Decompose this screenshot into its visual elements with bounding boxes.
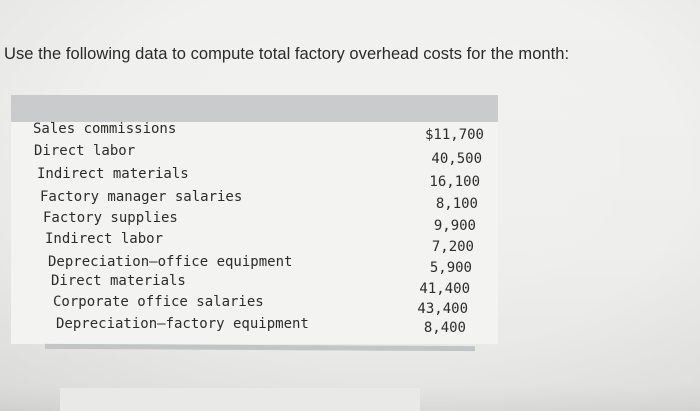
question-text: Use the following data to compute total … bbox=[4, 45, 570, 63]
row-label-direct-materials: Direct materials bbox=[51, 273, 186, 289]
lower-content-box bbox=[60, 388, 420, 411]
row-label-factory-supplies: Factory supplies bbox=[43, 210, 178, 226]
row-value-indirect-labor: 7,200 bbox=[431, 239, 474, 255]
row-value-factory-manager-salaries: 8,100 bbox=[435, 196, 478, 212]
row-value-direct-materials: 41,400 bbox=[419, 281, 470, 297]
row-value-indirect-materials: 16,100 bbox=[429, 174, 480, 190]
row-label-corporate-office-salaries: Corporate office salaries bbox=[53, 294, 264, 310]
cost-table bbox=[11, 122, 498, 344]
row-label-indirect-labor: Indirect labor bbox=[45, 231, 164, 247]
row-label-depreciation-office-equipment: Depreciation–office equipment bbox=[48, 254, 293, 270]
row-label-indirect-materials: Indirect materials bbox=[37, 166, 189, 182]
row-value-direct-labor: 40,500 bbox=[431, 151, 482, 167]
row-value-corporate-office-salaries: 43,400 bbox=[417, 301, 468, 317]
row-value-factory-supplies: 9,900 bbox=[433, 218, 476, 234]
row-value-depreciation-office-equipment: 5,900 bbox=[429, 260, 472, 276]
row-value-sales-commissions: $11,700 bbox=[424, 127, 484, 143]
row-value-depreciation-factory-equipment: 8,400 bbox=[423, 320, 466, 336]
table-header-bar bbox=[11, 95, 498, 122]
row-label-depreciation-factory-equipment: Depreciation–factory equipment bbox=[56, 316, 309, 332]
row-label-sales-commissions: Sales commissions bbox=[33, 121, 177, 137]
row-label-direct-labor: Direct labor bbox=[34, 143, 136, 159]
row-label-factory-manager-salaries: Factory manager salaries bbox=[40, 189, 243, 205]
table-bottom-rule bbox=[45, 343, 475, 352]
